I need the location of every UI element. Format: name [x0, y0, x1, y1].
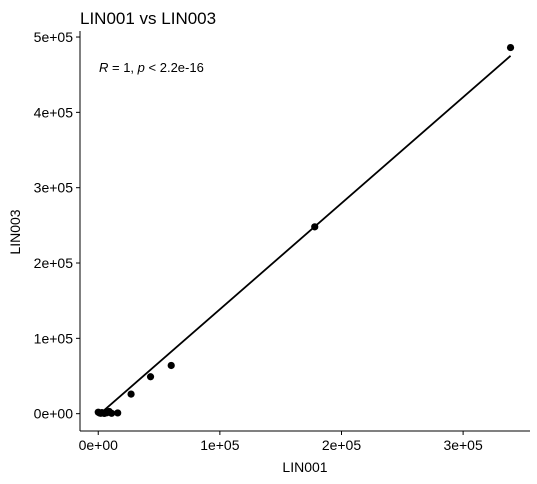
p-value: < 2.2e-16: [145, 60, 204, 75]
data-point: [146, 373, 155, 381]
y-tick-label: 4e+05: [34, 104, 74, 120]
y-axis-ticks: 0e+00 1e+05 2e+05 3e+05 4e+05 5e+05: [34, 29, 80, 422]
x-tick-label: 3e+05: [443, 437, 483, 453]
data-point: [108, 409, 116, 417]
y-axis-label: LIN003: [7, 209, 23, 254]
x-axis-label: LIN001: [282, 459, 327, 475]
regression-line: [101, 55, 512, 413]
data-point: [127, 390, 135, 398]
x-axis-ticks: 0e+00 1e+05 2e+05 3e+05: [79, 431, 483, 453]
x-tick-label: 0e+00: [79, 437, 119, 453]
x-tick-label: 1e+05: [200, 437, 240, 453]
r-symbol: R: [99, 60, 108, 75]
y-tick-label: 5e+05: [34, 29, 74, 45]
data-points: [94, 43, 515, 418]
correlation-annotation: R = 1, p < 2.2e-16: [99, 60, 204, 75]
y-tick-label: 0e+00: [34, 406, 74, 422]
y-tick-label: 2e+05: [34, 255, 74, 271]
data-point: [311, 223, 319, 231]
regression-line-group: [101, 55, 512, 413]
y-tick-label: 3e+05: [34, 180, 74, 196]
x-tick-label: 2e+05: [322, 437, 362, 453]
plot-area: 0e+00 1e+05 2e+05 3e+05 0e+00 1e+05 2e+05 3e+0…: [34, 29, 530, 453]
p-symbol: p: [137, 60, 145, 75]
data-point: [506, 43, 515, 52]
data-point: [114, 409, 122, 417]
y-tick-label: 1e+05: [34, 330, 74, 346]
chart-title: LIN001 vs LIN003: [80, 9, 216, 28]
data-point: [167, 361, 175, 370]
r-value: = 1,: [108, 60, 137, 75]
